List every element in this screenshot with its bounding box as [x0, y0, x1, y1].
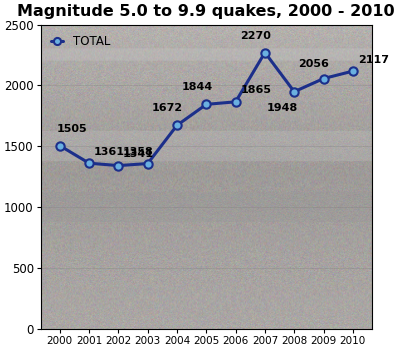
- TOTAL: [263, 50, 267, 55]
- Text: 2270: 2270: [240, 30, 271, 41]
- TOTAL: [87, 161, 92, 165]
- Text: 1505: 1505: [57, 124, 88, 134]
- Text: 1672: 1672: [152, 103, 183, 113]
- Title: Magnitude 5.0 to 9.9 quakes, 2000 - 2010: Magnitude 5.0 to 9.9 quakes, 2000 - 2010: [17, 4, 395, 19]
- Text: 1361: 1361: [93, 147, 124, 157]
- Text: 1865: 1865: [241, 85, 272, 96]
- TOTAL: [145, 161, 150, 166]
- TOTAL: [233, 100, 238, 104]
- Text: 2117: 2117: [358, 55, 389, 65]
- TOTAL: [204, 102, 209, 106]
- Line: TOTAL: TOTAL: [56, 48, 357, 170]
- TOTAL: [57, 144, 62, 148]
- Legend: TOTAL: TOTAL: [47, 30, 115, 53]
- TOTAL: [175, 123, 179, 127]
- Text: 1844: 1844: [181, 83, 213, 92]
- TOTAL: [321, 76, 326, 80]
- Text: 1358: 1358: [123, 147, 153, 157]
- TOTAL: [116, 163, 121, 168]
- Text: 1948: 1948: [267, 103, 298, 113]
- Text: 1341: 1341: [122, 149, 154, 159]
- Text: 2056: 2056: [299, 60, 329, 69]
- TOTAL: [350, 69, 355, 73]
- TOTAL: [292, 90, 297, 94]
